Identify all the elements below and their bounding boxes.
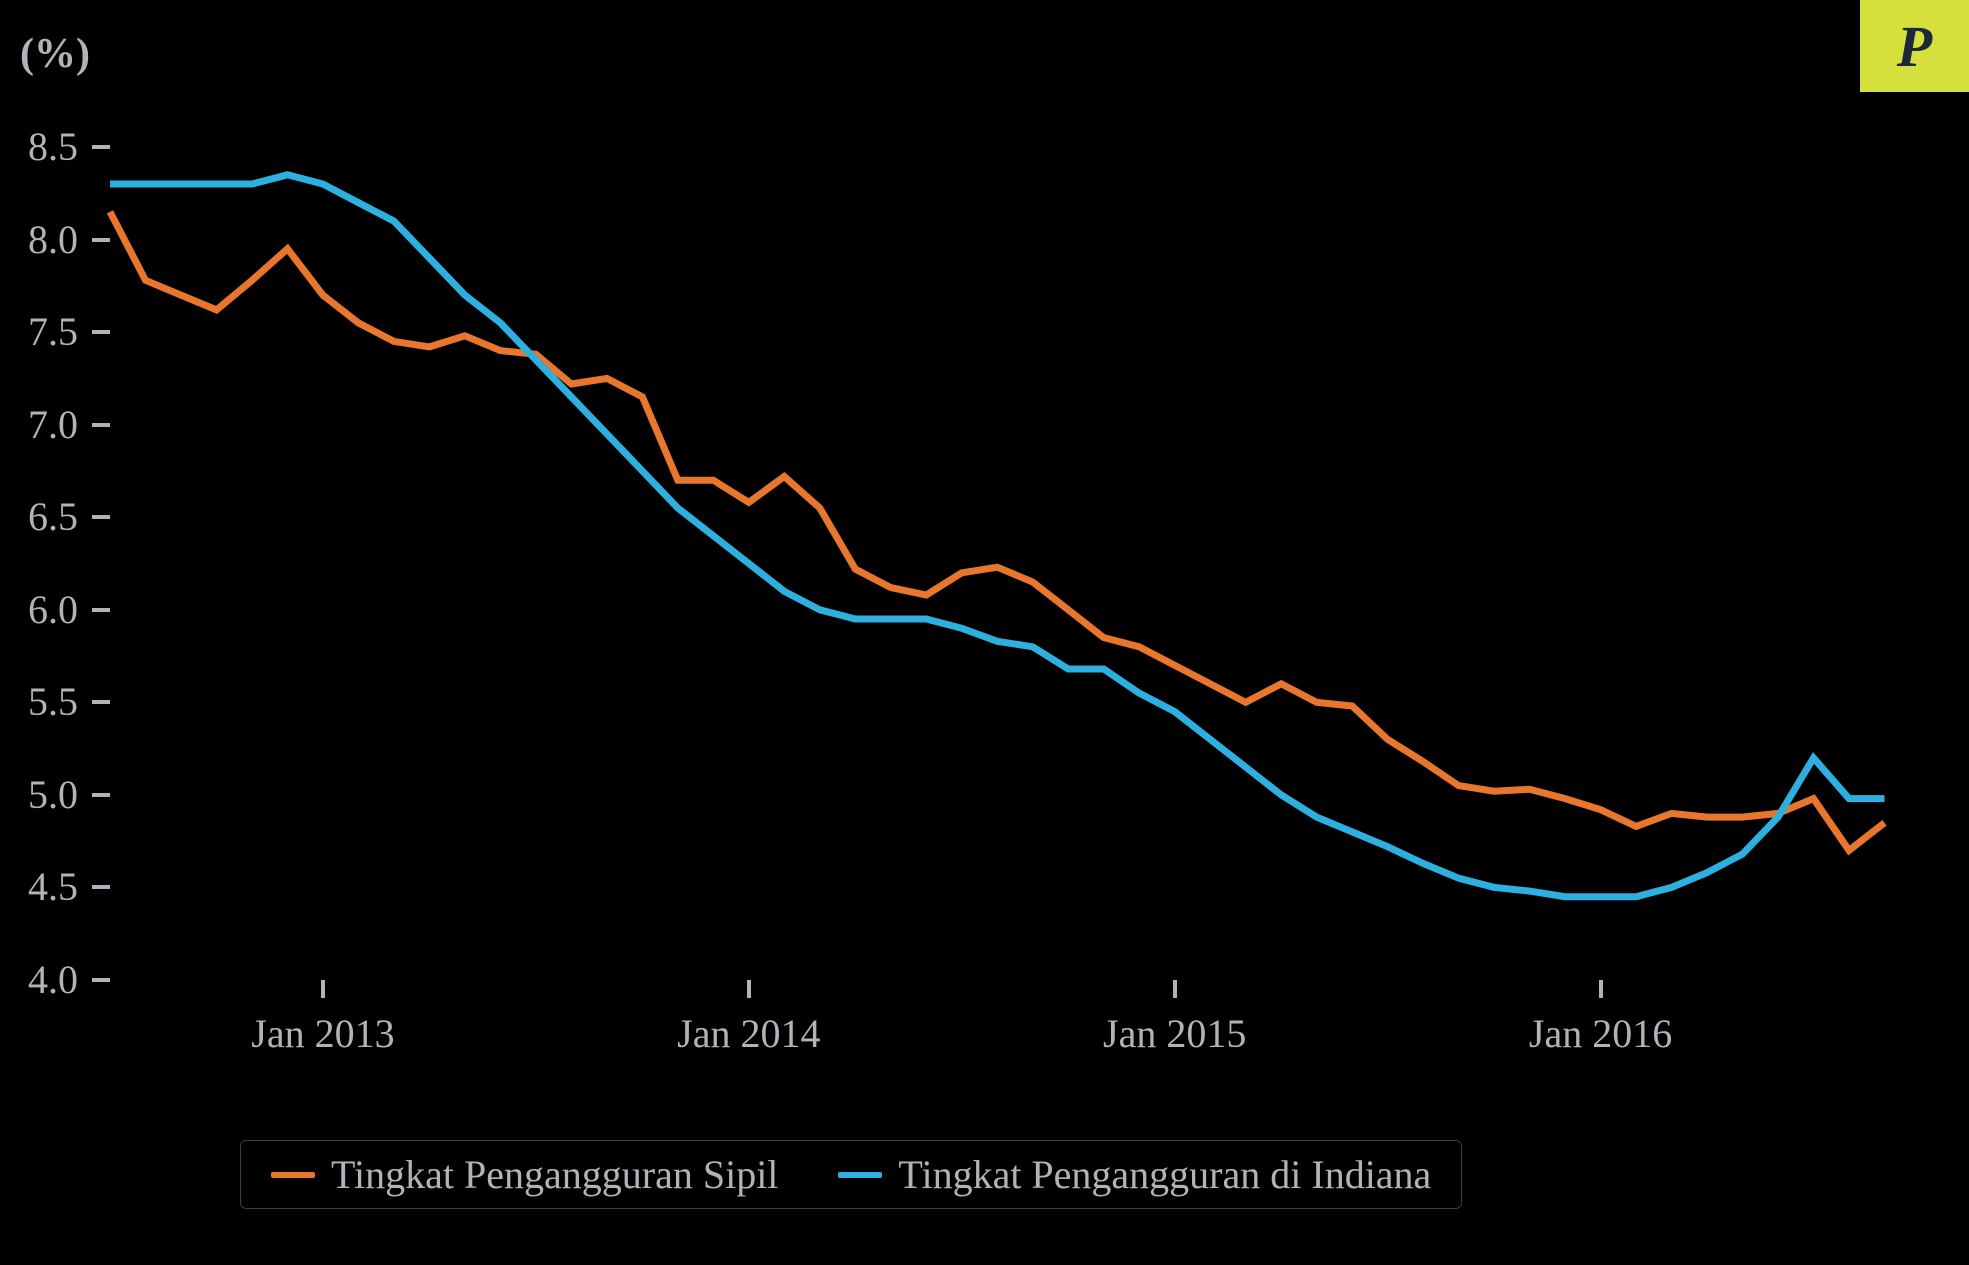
legend-swatch-sipil [271,1172,315,1178]
legend-label-sipil: Tingkat Pengangguran Sipil [331,1151,778,1198]
legend-item-sipil: Tingkat Pengangguran Sipil [271,1151,778,1198]
plot-area [0,0,1969,1265]
legend-label-indiana: Tingkat Pengangguran di Indiana [898,1151,1431,1198]
series-line-sipil [110,212,1885,851]
unemployment-chart: P (%) 4.04.55.05.56.06.57.07.58.08.5 Jan… [0,0,1969,1265]
series-line-indiana [110,175,1885,897]
legend-swatch-indiana [838,1172,882,1178]
legend: Tingkat Pengangguran Sipil Tingkat Penga… [240,1140,1462,1209]
legend-item-indiana: Tingkat Pengangguran di Indiana [838,1151,1431,1198]
